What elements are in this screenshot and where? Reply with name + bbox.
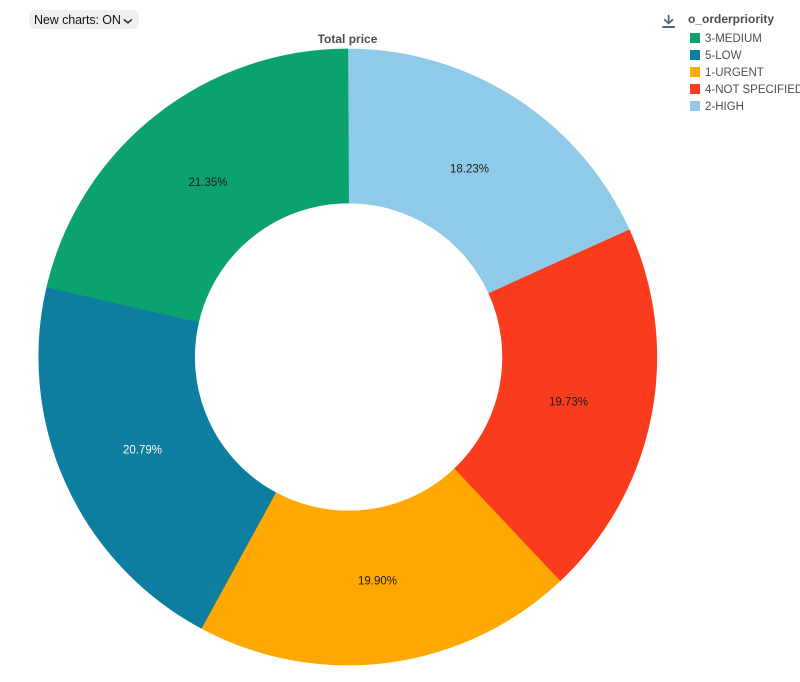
svg-text:21.35%: 21.35% (188, 177, 227, 189)
svg-text:19.90%: 19.90% (358, 576, 397, 588)
svg-text:18.23%: 18.23% (450, 164, 489, 176)
svg-text:20.79%: 20.79% (123, 445, 162, 457)
svg-text:19.73%: 19.73% (549, 397, 588, 409)
